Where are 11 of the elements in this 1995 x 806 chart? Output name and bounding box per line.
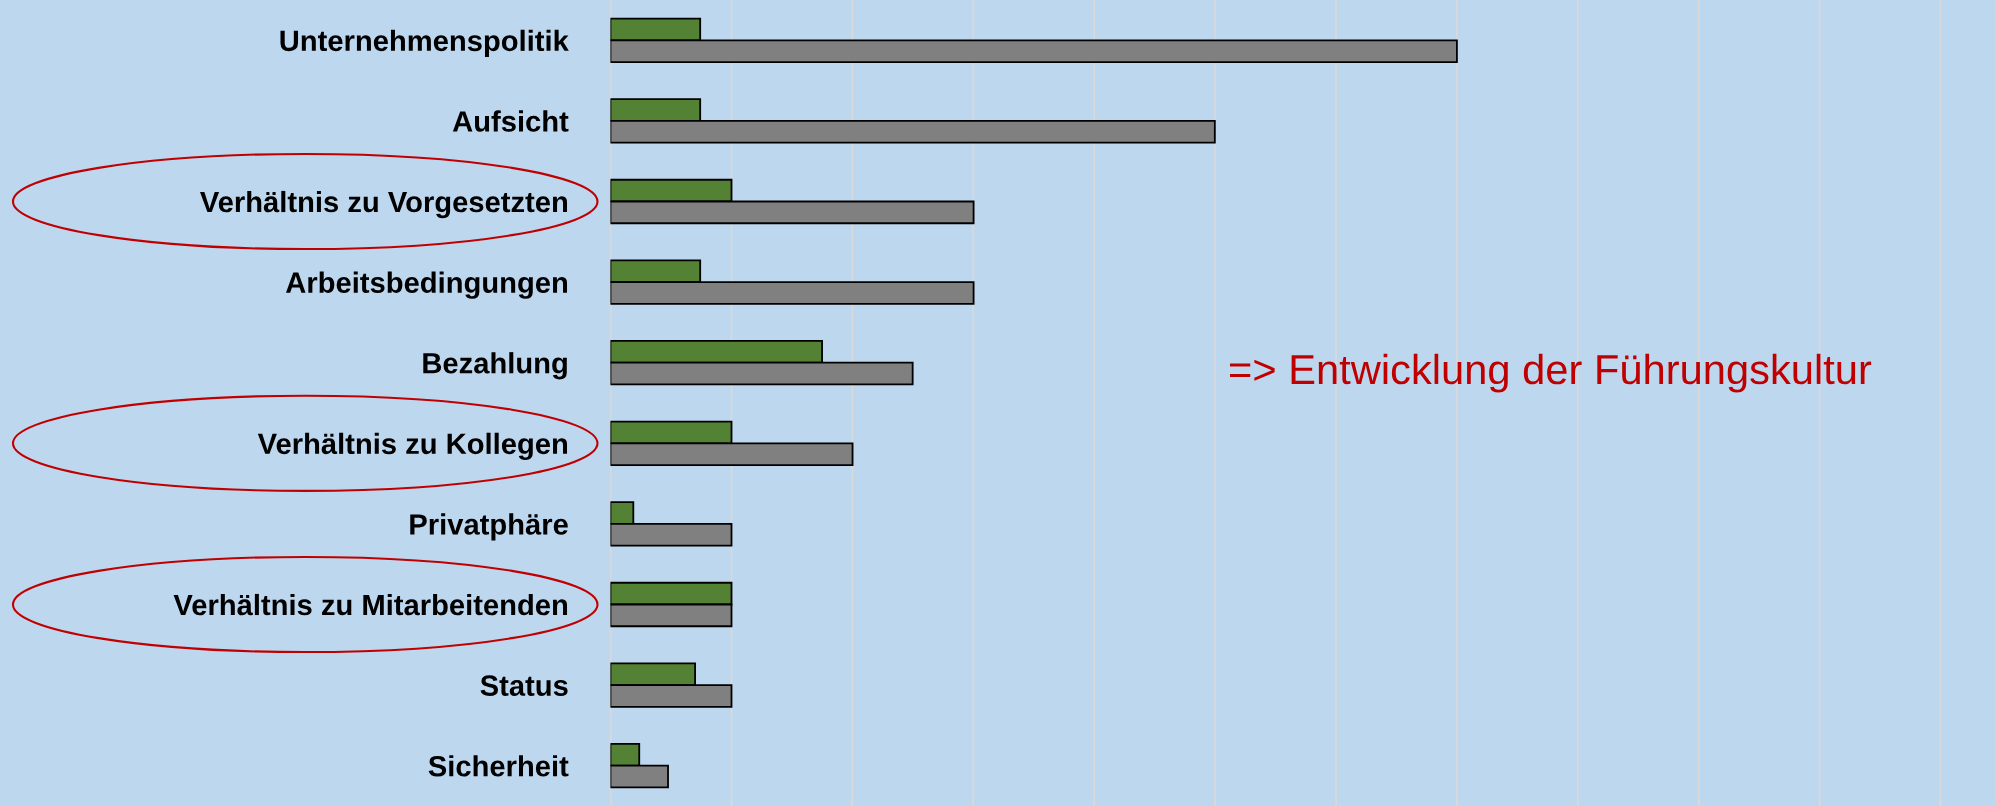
y-tick-label: Privatphäre [410,513,568,541]
y-tick-label: Unternehmenspolitik [280,29,569,57]
y-tick-label: Verhältnis zu Kollegen [257,432,568,461]
y-tick-label: Aufsicht [452,110,569,132]
y-tick-label: Bezahlung [423,352,567,380]
y-tick-label: Arbeitsbedingungen [285,271,568,299]
y-tick-label: Verhältnis zu Mitarbeitenden [173,593,568,616]
y-tick-label: Verhältnis zu Vorgesetzten [200,190,568,219]
y-tick-label: Status [480,675,568,696]
annotation: => Entwicklung der Führungskultur [1230,353,1872,393]
y-tick-label: Sicherheit [428,755,569,777]
